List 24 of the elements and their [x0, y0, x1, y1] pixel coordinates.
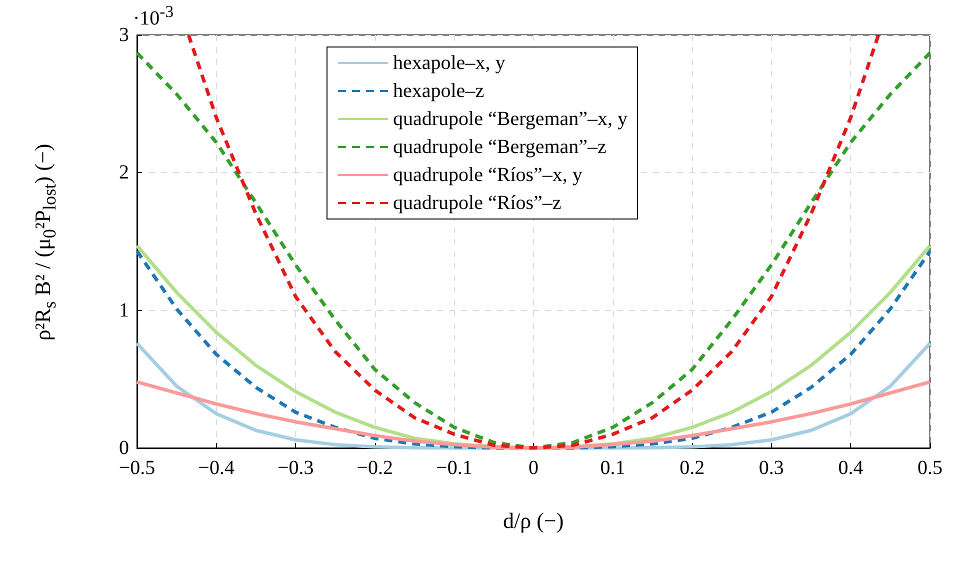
x-tick-label: −0.4 — [198, 457, 234, 479]
y-tick-label: 0 — [119, 437, 129, 459]
x-tick-label: 0.4 — [838, 457, 864, 479]
x-tick-label: 0.2 — [680, 457, 705, 479]
x-tick-label: −0.5 — [118, 457, 156, 479]
x-tick-label: −0.3 — [277, 457, 314, 479]
legend-label: quadrupole “Bergeman”–x, y — [393, 108, 628, 130]
x-tick-label: −0.1 — [436, 457, 472, 479]
y-tick-label: 1 — [119, 299, 129, 322]
x-tick-label: 0.5 — [918, 457, 942, 479]
line-series — [186, 33, 880, 450]
legend-label: quadrupole “Ríos”–z — [393, 192, 562, 214]
x-axis-title: d/ρ (−) — [503, 508, 564, 534]
x-tick-label: 0.1 — [600, 457, 626, 479]
x-tick-label: 0.3 — [758, 457, 784, 479]
x-tick-label: −0.2 — [356, 457, 394, 479]
y-tick-label: 2 — [119, 162, 129, 184]
legend-label: quadrupole “Bergeman”–z — [393, 136, 607, 158]
y-tick-label: 3 — [119, 24, 129, 46]
text: ·10$^{-3}$ — [133, 2, 174, 31]
legend-label: quadrupole “Ríos”–x, y — [393, 164, 582, 186]
legend-label: hexapole–z — [393, 80, 484, 102]
x-tick-label: 0 — [528, 457, 538, 479]
legend-label: hexapole–x, y — [393, 52, 506, 74]
